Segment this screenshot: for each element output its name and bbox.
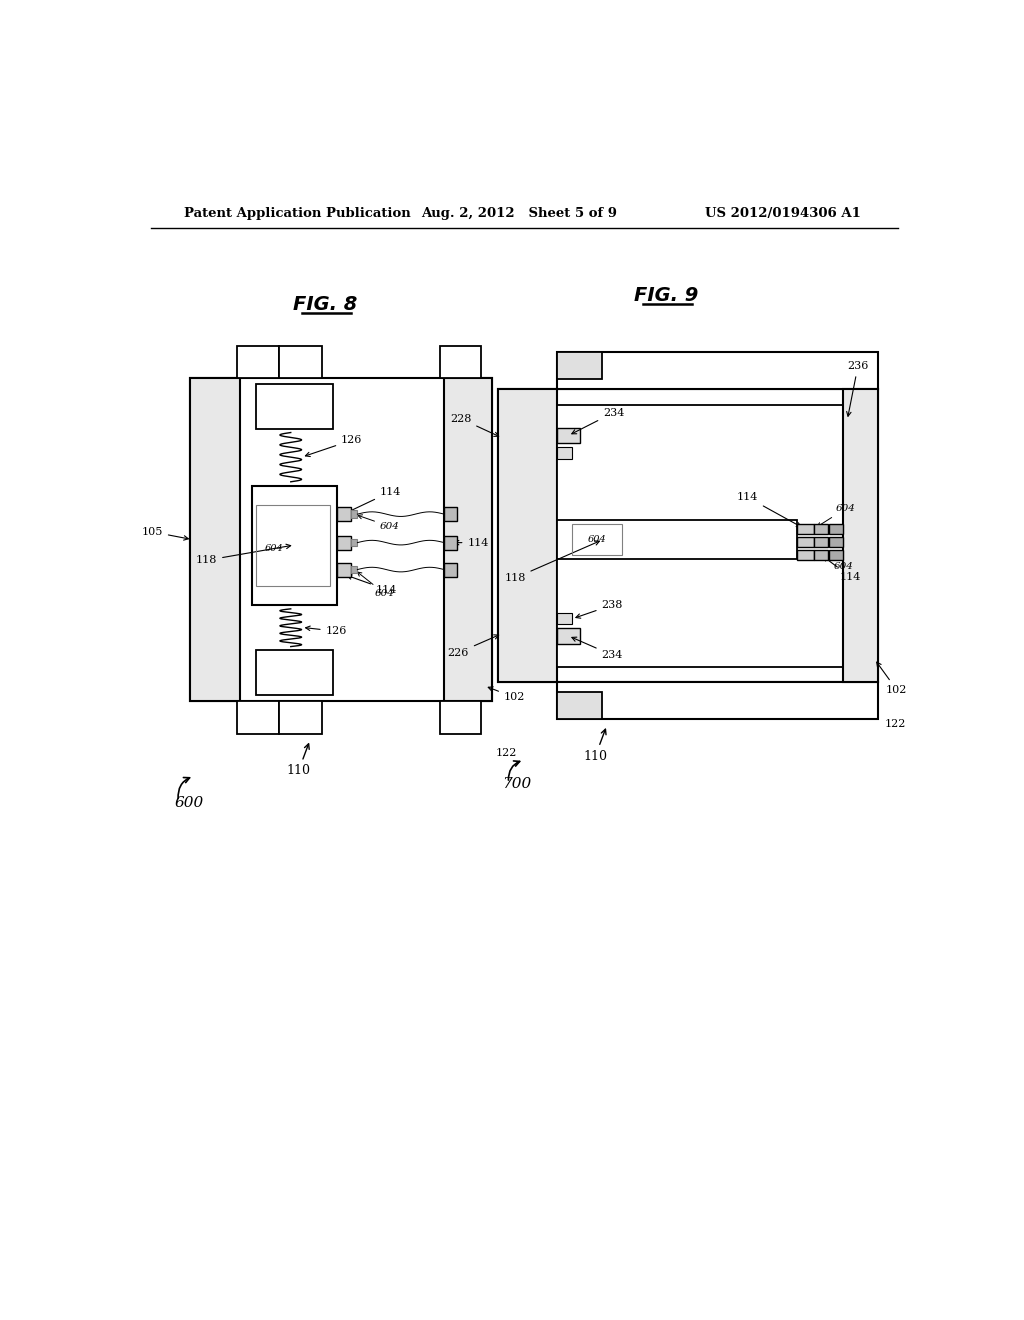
Bar	[557, 612, 572, 624]
Text: 110: 110	[584, 729, 607, 763]
Text: 604: 604	[358, 515, 399, 531]
Bar	[280, 346, 322, 378]
Bar	[557, 447, 572, 459]
Text: 105: 105	[141, 527, 188, 540]
Text: 102: 102	[877, 663, 907, 694]
Bar	[557, 428, 580, 444]
Bar	[797, 549, 814, 560]
Bar	[797, 537, 814, 548]
Bar	[351, 566, 357, 573]
Text: 102: 102	[488, 686, 525, 702]
Bar	[351, 511, 357, 517]
Bar	[844, 389, 879, 682]
Bar	[557, 692, 601, 719]
Bar	[499, 389, 557, 682]
Bar	[572, 524, 623, 554]
Text: 126: 126	[305, 626, 347, 636]
Text: FIG. 8: FIG. 8	[294, 296, 357, 314]
Text: 114: 114	[347, 576, 397, 594]
Text: 118: 118	[504, 541, 599, 583]
Bar	[440, 701, 480, 734]
Bar	[256, 651, 334, 696]
Bar	[237, 346, 280, 378]
Bar	[557, 352, 879, 389]
Text: 600: 600	[174, 796, 204, 810]
Bar	[557, 405, 844, 667]
Bar	[337, 507, 351, 521]
Text: 604: 604	[264, 544, 283, 553]
Text: 604: 604	[588, 535, 606, 544]
Bar	[499, 389, 879, 682]
Text: 228: 228	[450, 413, 499, 437]
Bar	[829, 537, 844, 548]
Bar	[797, 524, 814, 535]
Bar	[444, 562, 457, 577]
Bar	[557, 682, 879, 719]
Bar	[557, 352, 601, 379]
Bar	[557, 628, 580, 644]
Text: Aug. 2, 2012   Sheet 5 of 9: Aug. 2, 2012 Sheet 5 of 9	[421, 207, 616, 220]
Text: 118: 118	[196, 544, 291, 565]
Bar	[190, 378, 493, 701]
Text: 122: 122	[885, 719, 906, 730]
Bar	[444, 536, 457, 549]
Text: 604: 604	[817, 556, 854, 572]
Text: 700: 700	[503, 777, 531, 792]
Bar	[829, 524, 844, 535]
Text: 126: 126	[305, 436, 362, 457]
Bar	[256, 504, 330, 586]
Bar	[252, 486, 337, 605]
Bar	[814, 549, 827, 560]
Text: 234: 234	[571, 408, 625, 434]
Text: 226: 226	[447, 635, 499, 657]
Text: 234: 234	[571, 638, 623, 660]
Text: 238: 238	[575, 601, 623, 618]
Bar	[444, 378, 493, 701]
Text: 114: 114	[823, 557, 861, 582]
Bar	[814, 537, 827, 548]
Bar	[444, 507, 457, 521]
Text: 110: 110	[287, 743, 310, 777]
Text: 236: 236	[847, 362, 868, 416]
Bar	[337, 562, 351, 577]
Bar	[829, 549, 844, 560]
Bar	[351, 539, 357, 546]
Text: 122: 122	[496, 748, 517, 758]
Bar	[814, 524, 827, 535]
Bar	[337, 536, 351, 549]
Text: 604: 604	[817, 504, 855, 527]
Bar	[256, 384, 334, 429]
Text: 114: 114	[736, 492, 801, 527]
Bar	[440, 346, 480, 378]
Text: FIG. 9: FIG. 9	[635, 286, 698, 305]
Text: Patent Application Publication: Patent Application Publication	[183, 207, 411, 220]
Text: 114: 114	[347, 487, 401, 512]
Text: 604: 604	[357, 572, 394, 598]
Bar	[190, 378, 241, 701]
Bar	[557, 520, 797, 558]
Bar	[280, 701, 322, 734]
Text: US 2012/0194306 A1: US 2012/0194306 A1	[706, 207, 861, 220]
Bar	[237, 701, 280, 734]
Text: 114: 114	[455, 537, 488, 548]
